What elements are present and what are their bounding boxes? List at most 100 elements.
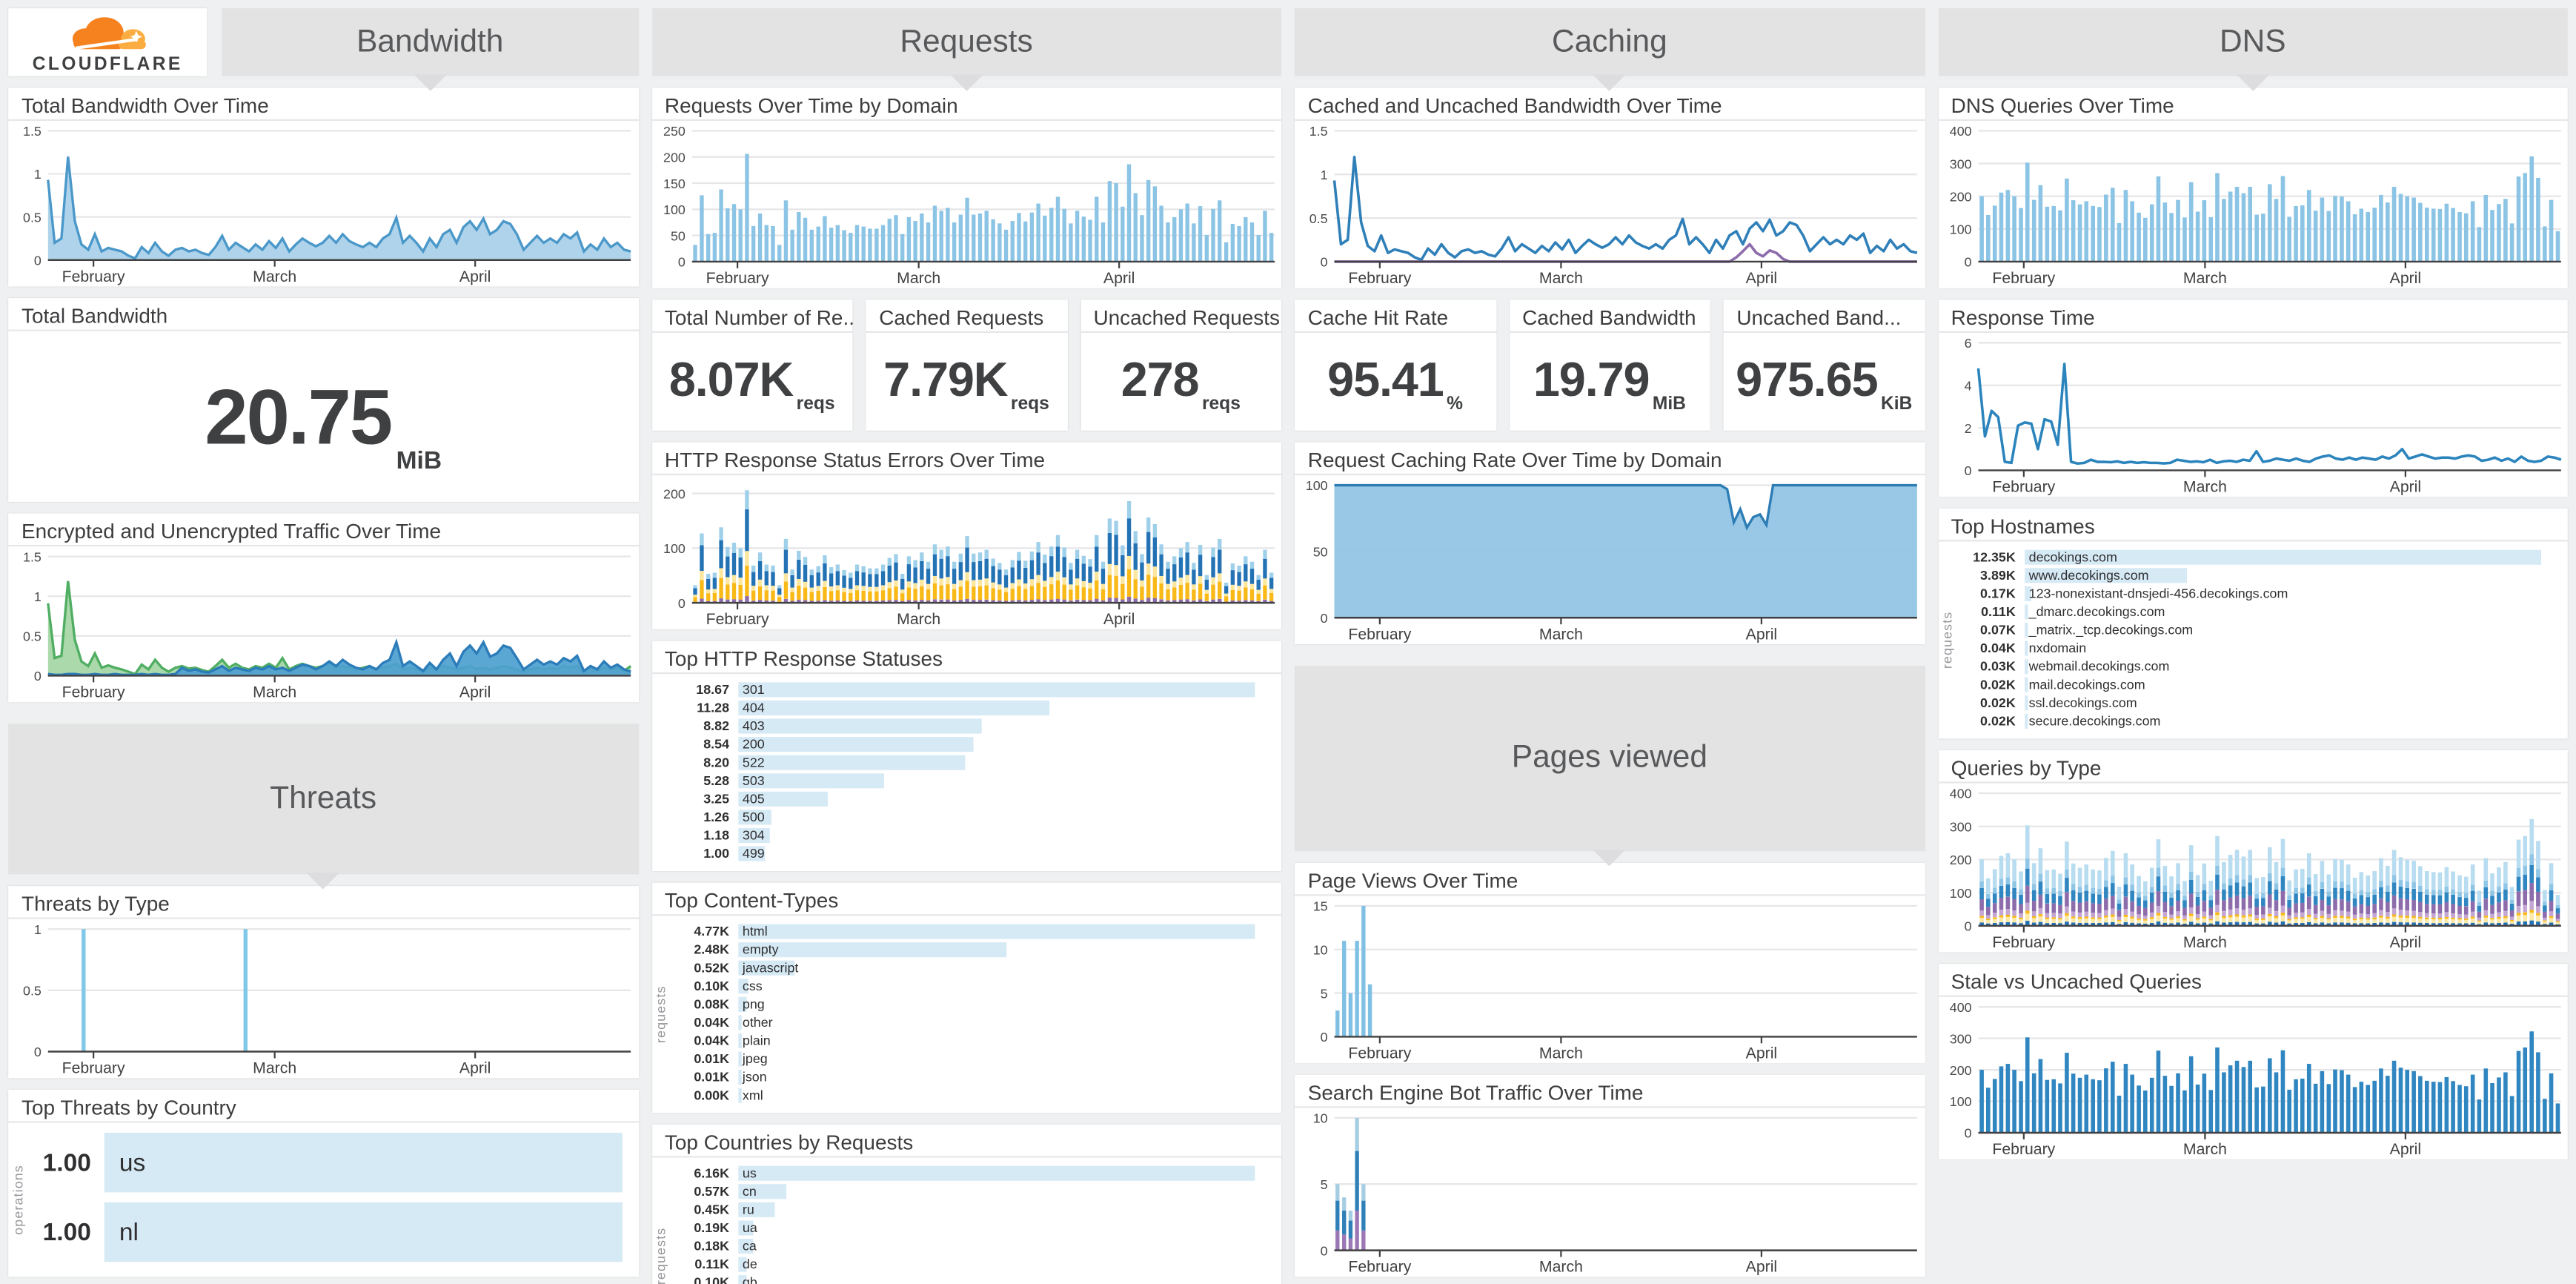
row-bar: ua bbox=[737, 1220, 757, 1235]
row-value: 0.11K bbox=[694, 1256, 730, 1271]
stat-value: 278 bbox=[1121, 354, 1200, 408]
svg-text:5: 5 bbox=[1321, 986, 1328, 1001]
panel-title: Cached Requests bbox=[866, 300, 1067, 334]
stale-uncached-chart[interactable]: 0 100 200 300 400 February March April bbox=[1938, 997, 2568, 1159]
cached-uncached-chart[interactable]: 0 0.5 1 1.5 February March April bbox=[1295, 121, 1925, 288]
row-label: jpeg bbox=[742, 1050, 768, 1066]
panel-title: Threats by Type bbox=[8, 886, 639, 919]
row-bar: 503 bbox=[737, 772, 884, 788]
list-row: 0.07K _matrix._tcp.decokings.com bbox=[1961, 621, 2555, 638]
row-label: secure.decokings.com bbox=[2028, 712, 2161, 728]
svg-text:March: March bbox=[2182, 1141, 2226, 1158]
stat-unit: MiB bbox=[1652, 394, 1686, 414]
panel-top-hostnames: Top Hostnames requests 12.35K decokings.co… bbox=[1937, 508, 2568, 739]
svg-text:1.5: 1.5 bbox=[23, 549, 42, 564]
row-label: decokings.com bbox=[2028, 549, 2117, 564]
row-value: 0.04K bbox=[694, 1032, 730, 1048]
panel-title: HTTP Response Status Errors Over Time bbox=[651, 442, 1282, 476]
row-value: 8.54 bbox=[703, 735, 730, 752]
requests-over-time-chart[interactable]: 0 50 100 150 200 250 February March April bbox=[651, 121, 1281, 288]
panel-title: Encrypted and Unencrypted Traffic Over T… bbox=[8, 514, 639, 547]
row-label: nxdomain bbox=[2028, 640, 2087, 655]
svg-text:200: 200 bbox=[1949, 1063, 1971, 1078]
list-row: 8.82 403 bbox=[674, 717, 1268, 733]
svg-text:April: April bbox=[1103, 270, 1134, 287]
total-bandwidth-chart[interactable]: 0 0.5 1 1.5 February March April bbox=[8, 121, 638, 286]
page-views-chart[interactable]: 0 5 10 15 February March April bbox=[1295, 896, 1925, 1064]
panel-queries-by-type: Queries by Type 0 100 200 300 400 February Mar… bbox=[1937, 749, 2568, 953]
list-row: 0.10K css bbox=[674, 977, 1268, 993]
stat-body: 20.75 MiB bbox=[8, 331, 638, 502]
row-bar: json bbox=[737, 1068, 767, 1085]
row-bar: www.decokings.com bbox=[2023, 567, 2187, 583]
svg-text:2: 2 bbox=[1964, 421, 1971, 436]
row-value: 0.01K bbox=[694, 1068, 730, 1085]
dns-queries-chart[interactable]: 0 100 200 300 400 February March April bbox=[1938, 121, 2568, 288]
queries-by-type-chart[interactable]: 0 100 200 300 400 February March April bbox=[1938, 784, 2568, 953]
stat-value: 95.41 bbox=[1327, 354, 1444, 408]
row-label: other bbox=[742, 1014, 773, 1030]
list-row: 0.03K webmail.decokings.com bbox=[1961, 658, 2555, 674]
row-bar: css bbox=[737, 978, 763, 993]
panel-title: Total Bandwidth Over Time bbox=[8, 87, 639, 122]
row-bar: ca bbox=[737, 1237, 757, 1253]
svg-text:0: 0 bbox=[1321, 1243, 1328, 1258]
row-label: us bbox=[742, 1165, 757, 1180]
row-label: ssl.decokings.com bbox=[2028, 695, 2137, 710]
svg-text:400: 400 bbox=[1949, 124, 1971, 139]
bot-traffic-chart[interactable]: 0 5 10 February March April bbox=[1295, 1108, 1925, 1277]
row-bar: de bbox=[737, 1256, 757, 1271]
svg-text:February: February bbox=[62, 1060, 125, 1077]
svg-text:100: 100 bbox=[1949, 886, 1971, 901]
svg-text:0.5: 0.5 bbox=[23, 984, 42, 999]
caching-rate-chart[interactable]: 0 50 100 February March April bbox=[1295, 475, 1925, 644]
svg-text:300: 300 bbox=[1949, 1031, 1971, 1046]
panel-dns-queries: DNS Queries Over Time 0 100 200 300 400 Febru… bbox=[1937, 87, 2568, 288]
row-label: empty bbox=[742, 941, 779, 957]
row-label: 123-nonexistant-dnsjedi-456.decokings.co… bbox=[2028, 585, 2288, 600]
svg-text:March: March bbox=[1539, 626, 1583, 643]
svg-text:0: 0 bbox=[1321, 255, 1328, 270]
row-bar: 123-nonexistant-dnsjedi-456.decokings.co… bbox=[2023, 585, 2288, 600]
panel-cache-hit-rate: Cache Hit Rate 95.41% bbox=[1294, 300, 1496, 431]
panel-title: Cached and Uncached Bandwidth Over Time bbox=[1294, 87, 1925, 122]
panel-top-threats-by-country: Top Threats by Country operations 1.00 us 1… bbox=[8, 1089, 639, 1277]
svg-text:4: 4 bbox=[1964, 378, 1971, 393]
list-row: 0.45K ru bbox=[674, 1201, 1268, 1217]
row-bar: decokings.com bbox=[2023, 549, 2542, 564]
list-row: 3.89K www.decokings.com bbox=[1961, 566, 2555, 583]
encrypted-traffic-chart[interactable]: 0 0.5 1 1.5 February March April bbox=[8, 546, 638, 702]
row-value: 0.57K bbox=[694, 1183, 730, 1199]
row-bar: webmail.decokings.com bbox=[2023, 658, 2169, 674]
response-time-chart[interactable]: 0 2 4 6 February March April bbox=[1938, 333, 2568, 497]
list-row: 0.52K javascript bbox=[674, 959, 1268, 975]
panel-top-content-types: Top Content-Types requests 4.77K html 2.48K… bbox=[651, 882, 1282, 1113]
svg-text:February: February bbox=[62, 268, 125, 285]
list-row: 0.02K secure.decokings.com bbox=[1961, 712, 2555, 729]
panel-title: Top Countries by Requests bbox=[651, 1125, 1282, 1158]
threats-by-type-chart[interactable]: 0 0.5 1 February March April bbox=[8, 919, 638, 1078]
svg-text:1: 1 bbox=[34, 922, 42, 937]
section-header-bandwidth: Bandwidth bbox=[222, 8, 639, 91]
svg-text:0: 0 bbox=[1321, 1030, 1328, 1045]
svg-text:100: 100 bbox=[1949, 222, 1971, 237]
svg-text:15: 15 bbox=[1313, 899, 1328, 914]
list-row: 11.28 404 bbox=[674, 699, 1268, 715]
row-label: ru bbox=[742, 1201, 754, 1217]
svg-text:April: April bbox=[2389, 934, 2420, 951]
row-bar: plain bbox=[737, 1032, 771, 1048]
row-value: 0.07K bbox=[1980, 621, 2016, 637]
panel-cached-uncached-bandwidth: Cached and Uncached Bandwidth Over Time … bbox=[1294, 87, 1925, 288]
list-row: 0.02K mail.decokings.com bbox=[1961, 675, 2555, 692]
row-label: xml bbox=[742, 1087, 763, 1102]
panel-threats-by-type: Threats by Type 0 0.5 1 February March April bbox=[8, 886, 639, 1079]
row-value: 0.00K bbox=[694, 1087, 730, 1102]
list-row: 0.10K gb bbox=[674, 1274, 1268, 1284]
http-errors-chart[interactable]: 0 100 200 February March April bbox=[651, 475, 1281, 629]
svg-text:0: 0 bbox=[1321, 611, 1328, 626]
svg-text:200: 200 bbox=[663, 150, 685, 165]
panel-stale-uncached: Stale vs Uncached Queries 0 100 200 300 400 F… bbox=[1937, 964, 2568, 1159]
svg-text:March: March bbox=[253, 684, 296, 701]
row-label: 522 bbox=[742, 754, 765, 770]
